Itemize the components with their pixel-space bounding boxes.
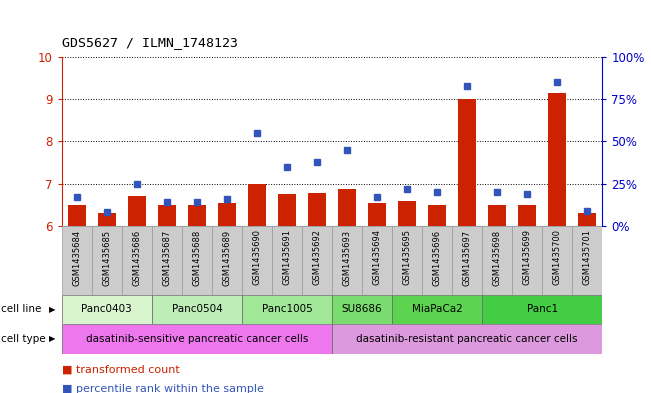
Text: dasatinib-sensitive pancreatic cancer cells: dasatinib-sensitive pancreatic cancer ce… (86, 334, 308, 344)
Bar (392, 295, 482, 324)
Text: Panc0403: Panc0403 (81, 305, 132, 314)
Text: GSM1435697: GSM1435697 (463, 230, 471, 286)
Text: GSM1435686: GSM1435686 (132, 230, 141, 286)
Text: ▶: ▶ (49, 305, 55, 314)
Bar (578, 213, 596, 226)
Bar (218, 203, 236, 226)
Bar (62, 324, 332, 354)
Text: GSM1435688: GSM1435688 (193, 230, 201, 286)
Bar (188, 205, 206, 226)
Text: GSM1435685: GSM1435685 (102, 230, 111, 286)
Bar (518, 205, 536, 226)
Text: Panc1: Panc1 (527, 305, 558, 314)
Bar (302, 226, 332, 295)
Text: GSM1435693: GSM1435693 (342, 230, 352, 286)
Bar (98, 213, 116, 226)
Text: Panc1005: Panc1005 (262, 305, 312, 314)
Text: ■ transformed count: ■ transformed count (62, 364, 180, 375)
Text: ▶: ▶ (49, 334, 55, 343)
Bar (272, 226, 302, 295)
Text: GSM1435701: GSM1435701 (583, 230, 592, 285)
Text: GDS5627 / ILMN_1748123: GDS5627 / ILMN_1748123 (62, 36, 238, 49)
Bar (152, 295, 242, 324)
Text: Panc0504: Panc0504 (172, 305, 222, 314)
Text: dasatinib-resistant pancreatic cancer cells: dasatinib-resistant pancreatic cancer ce… (356, 334, 578, 344)
Bar (548, 93, 566, 226)
Bar (242, 226, 272, 295)
Text: GSM1435694: GSM1435694 (372, 230, 381, 285)
Text: GSM1435700: GSM1435700 (553, 230, 562, 285)
Text: GSM1435695: GSM1435695 (402, 230, 411, 285)
Text: ■ percentile rank within the sample: ■ percentile rank within the sample (62, 384, 264, 393)
Bar (572, 226, 602, 295)
Bar (308, 193, 326, 226)
Text: GSM1435692: GSM1435692 (312, 230, 322, 285)
Bar (512, 226, 542, 295)
Bar (242, 295, 332, 324)
Bar (62, 226, 92, 295)
Text: GSM1435687: GSM1435687 (162, 230, 171, 286)
Bar (248, 184, 266, 226)
Bar (428, 205, 446, 226)
Text: GSM1435691: GSM1435691 (283, 230, 292, 285)
Text: cell line: cell line (1, 305, 42, 314)
Bar (152, 226, 182, 295)
Bar (62, 295, 152, 324)
Text: GSM1435699: GSM1435699 (523, 230, 532, 285)
Bar (158, 205, 176, 226)
Text: GSM1435684: GSM1435684 (72, 230, 81, 286)
Text: cell type: cell type (1, 334, 46, 344)
Bar (278, 194, 296, 226)
Bar (128, 196, 146, 226)
Bar (458, 99, 476, 226)
Bar (392, 226, 422, 295)
Bar (368, 203, 386, 226)
Text: GSM1435698: GSM1435698 (493, 230, 502, 286)
Bar (68, 205, 86, 226)
Bar (332, 226, 362, 295)
Bar (452, 226, 482, 295)
Bar (542, 226, 572, 295)
Bar (332, 295, 392, 324)
Text: MiaPaCa2: MiaPaCa2 (411, 305, 462, 314)
Bar (482, 295, 602, 324)
Bar (338, 189, 356, 226)
Bar (398, 200, 416, 226)
Bar (122, 226, 152, 295)
Text: GSM1435690: GSM1435690 (253, 230, 262, 285)
Bar (488, 205, 506, 226)
Bar (332, 324, 602, 354)
Bar (422, 226, 452, 295)
Bar (182, 226, 212, 295)
Bar (362, 226, 392, 295)
Bar (92, 226, 122, 295)
Text: GSM1435689: GSM1435689 (223, 230, 232, 286)
Text: GSM1435696: GSM1435696 (432, 230, 441, 286)
Bar (482, 226, 512, 295)
Text: SU8686: SU8686 (342, 305, 382, 314)
Bar (212, 226, 242, 295)
